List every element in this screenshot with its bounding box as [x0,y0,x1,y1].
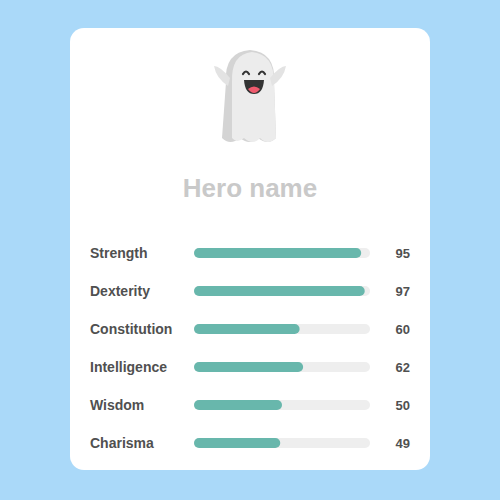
svg-text:Intelligence: Intelligence [90,359,167,375]
svg-text:49: 49 [396,436,410,451]
svg-text:60: 60 [396,322,410,337]
svg-text:50: 50 [396,398,410,413]
svg-text:Constitution: Constitution [90,321,172,337]
svg-text:95: 95 [396,246,410,261]
svg-text:62: 62 [396,360,410,375]
svg-text:Hero name: Hero name [183,173,317,203]
svg-text:Charisma: Charisma [90,435,154,451]
svg-text:Strength: Strength [90,245,148,261]
svg-text:Dexterity: Dexterity [90,283,150,299]
svg-text:Wisdom: Wisdom [90,397,144,413]
svg-text:97: 97 [396,284,410,299]
